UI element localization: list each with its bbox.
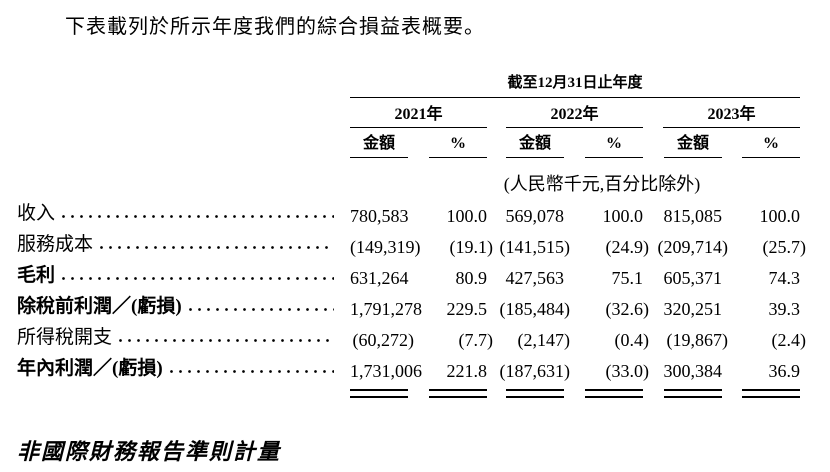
cell-2021-amount: 1,731,006 (350, 361, 422, 381)
table-row-revenue: 收入 780,583 100.0 569,078 100.0 815,085 1… (17, 196, 800, 227)
cell-2023-percent: 39.3 (768, 299, 801, 319)
cell-2021-percent: 221.8 (446, 361, 488, 381)
cell-2021-percent: (19.1) (449, 237, 494, 257)
cell-2023-amount: 815,085 (663, 206, 723, 226)
table-row-gross-profit: 毛利 631,264 80.9 427,563 75.1 605,371 74.… (17, 258, 800, 289)
spacer-cell (17, 128, 350, 158)
cell-2022-amount: (2,147) (517, 330, 571, 350)
period-header: 截至12月31日止年度 (350, 71, 801, 98)
double-rule (742, 389, 801, 398)
spacer-cell (17, 68, 350, 98)
table-row-income-tax-expense: 所得稅開支 (60,272) (7.7) (2,147) (0.4) (19,8… (17, 320, 806, 351)
year-header-2023: 2023年 (663, 100, 801, 128)
cell-2022-amount: (141,515) (499, 237, 571, 257)
row-label: 所得稅開支 (17, 327, 113, 348)
cell-2023-percent: (2.4) (771, 330, 807, 350)
cell-2021-percent: 100.0 (446, 206, 488, 226)
intro-text: 下表載列於所示年度我們的綜合損益表概要。 (65, 16, 485, 38)
dot-leader (169, 370, 334, 373)
dot-leader (119, 339, 334, 342)
cell-2023-amount: (209,714) (657, 237, 729, 257)
cell-2021-amount: 631,264 (350, 268, 409, 288)
cell-2023-amount: (19,867) (666, 330, 729, 350)
year-header-2021: 2021年 (350, 100, 487, 128)
cell-2022-percent: (32.6) (605, 299, 650, 319)
cell-2022-amount: (185,484) (499, 299, 571, 319)
cell-2022-amount: (187,631) (499, 361, 571, 381)
double-rule (506, 389, 564, 398)
cell-2021-amount: 780,583 (350, 206, 409, 226)
cell-2022-amount: 427,563 (505, 268, 565, 288)
row-label: 年內利潤／(虧損) (17, 358, 163, 379)
year-header-2022: 2022年 (506, 100, 643, 128)
amount-header-2023: 金額 (664, 129, 722, 158)
cell-2021-amount: (60,272) (352, 330, 415, 350)
dot-leader (100, 246, 334, 249)
row-label: 收入 (17, 203, 56, 224)
spacer-cell (17, 98, 350, 128)
dot-leader (62, 215, 334, 218)
double-rule (585, 389, 643, 398)
income-statement-table: 截至12月31日止年度 2021年 2022年 2023年 金額 % 金額 % … (17, 68, 806, 398)
table-row-cost-of-services: 服務成本 (149,319) (19.1) (141,515) (24.9) (… (17, 227, 806, 258)
section-heading-non-ifrs: 非國際財務報告準則計量 (17, 439, 282, 464)
amount-header-2022: 金額 (506, 129, 564, 158)
cell-2023-percent: 100.0 (759, 206, 801, 226)
cell-2022-amount: 569,078 (505, 206, 565, 226)
percent-header-2023: % (742, 135, 801, 158)
cell-2023-amount: 605,371 (663, 268, 723, 288)
cell-2022-percent: (0.4) (614, 330, 650, 350)
period-header-row: 截至12月31日止年度 (17, 68, 801, 98)
percent-header-2021: % (429, 135, 487, 158)
cell-2021-amount: 1,791,278 (350, 299, 422, 319)
spacer-cell (17, 158, 350, 196)
year-header-row: 2021年 2022年 2023年 (17, 98, 801, 128)
table-row-profit-before-tax: 除稅前利潤／(虧損) 1,791,278 229.5 (185,484) (32… (17, 289, 800, 320)
dot-leader (62, 277, 334, 280)
cell-2021-amount: (149,319) (350, 237, 421, 257)
table-row-profit-for-year: 年內利潤／(虧損) 1,731,006 221.8 (187,631) (33.… (17, 351, 800, 382)
unit-note-row: (人民幣千元,百分比除外) (17, 158, 800, 196)
column-header-row: 金額 % 金額 % 金額 % (17, 128, 801, 158)
cell-2023-amount: 320,251 (663, 299, 723, 319)
double-rule (429, 389, 487, 398)
unit-note: (人民幣千元,百分比除外) (503, 174, 701, 194)
cell-2023-percent: 74.3 (768, 268, 801, 288)
cell-2021-percent: 229.5 (446, 299, 488, 319)
cell-2022-percent: 75.1 (611, 268, 644, 288)
row-label: 毛利 (17, 265, 56, 286)
dot-leader (188, 308, 334, 311)
row-label: 除稅前利潤／(虧損) (17, 296, 182, 317)
percent-header-2022: % (585, 135, 643, 158)
cell-2021-percent: (7.7) (458, 330, 494, 350)
cell-2023-percent: 36.9 (768, 361, 801, 381)
amount-header-2021: 金額 (350, 129, 408, 158)
cell-2022-percent: 100.0 (602, 206, 644, 226)
cell-2021-percent: 80.9 (455, 268, 488, 288)
spacer-cell (17, 382, 350, 398)
total-rule-row (17, 382, 801, 398)
cell-2022-percent: (33.0) (605, 361, 650, 381)
cell-2022-percent: (24.9) (605, 237, 650, 257)
cell-2023-amount: 300,384 (663, 361, 723, 381)
cell-2023-percent: (25.7) (762, 237, 807, 257)
double-rule (350, 389, 408, 398)
double-rule (664, 389, 722, 398)
row-label: 服務成本 (17, 234, 94, 255)
